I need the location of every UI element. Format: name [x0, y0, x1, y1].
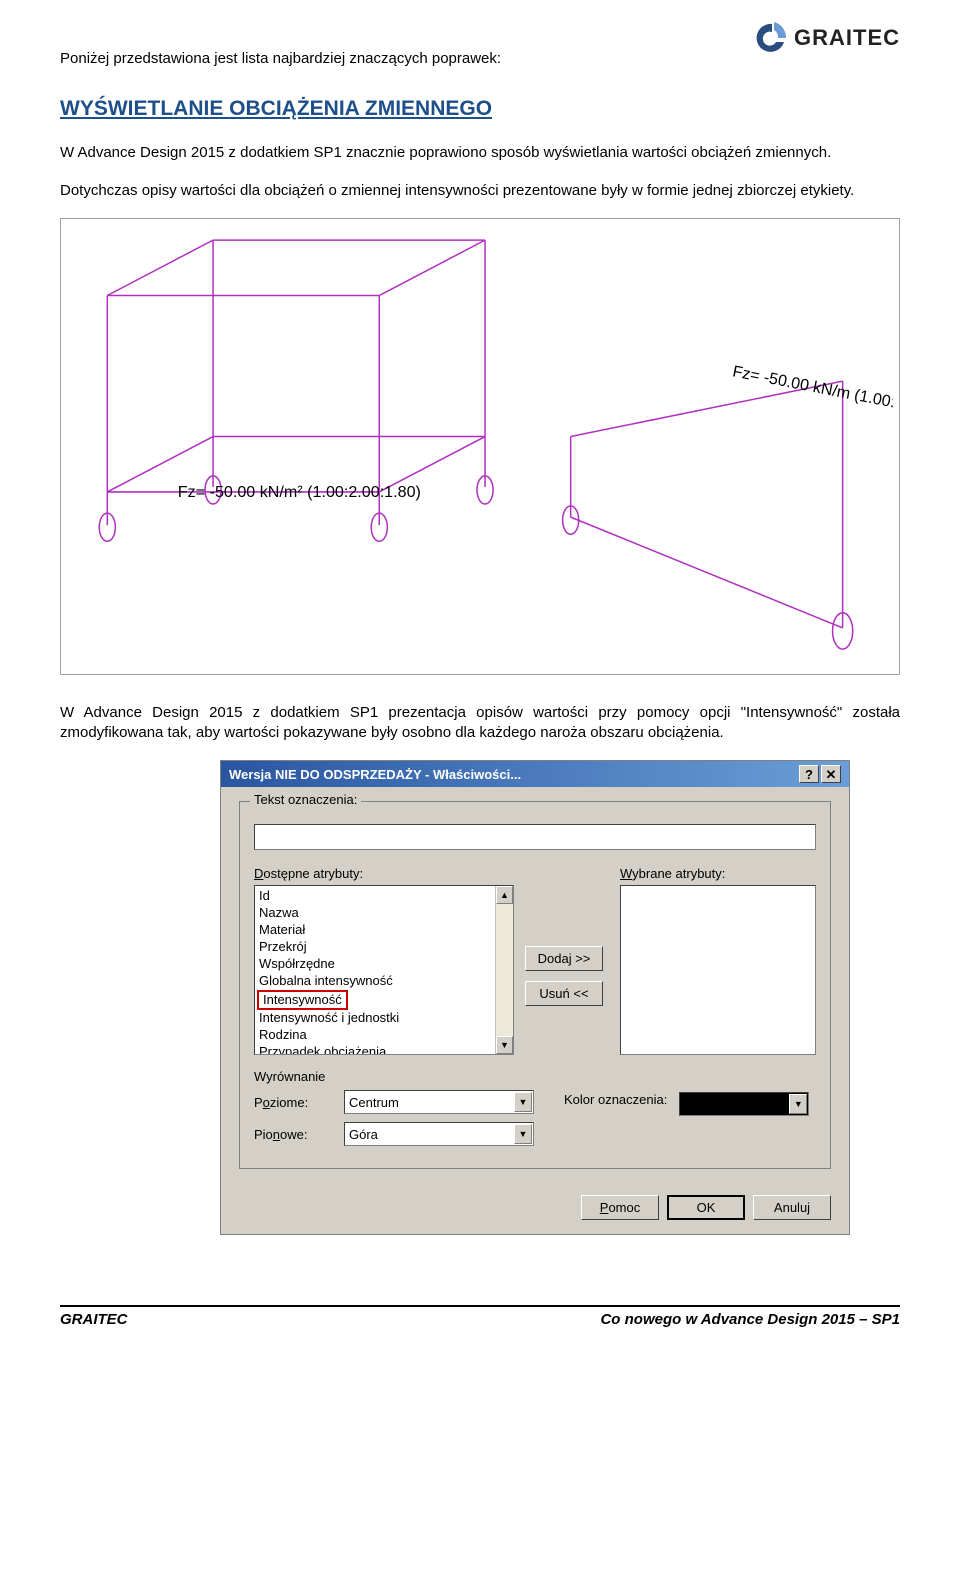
dialog-figure: Wersja NIE DO ODSPRZEDAŻY - Właściwości.…	[220, 760, 850, 1235]
selected-listbox[interactable]	[620, 885, 816, 1055]
scroll-down-icon[interactable]: ▼	[496, 1036, 513, 1054]
available-label: Dostępne atrybuty:	[254, 866, 514, 881]
vertical-value: Góra	[349, 1127, 378, 1142]
add-button[interactable]: Dodaj >>	[525, 946, 603, 971]
list-item[interactable]: Intensywność	[257, 990, 511, 1011]
paragraph-3: W Advance Design 2015 z dodatkiem SP1 pr…	[60, 703, 900, 742]
diagram-figure: Fz= -50.00 kN/m (1.00:2.00) Fz= -50.00 k…	[60, 218, 900, 675]
list-item[interactable]: Id	[257, 888, 511, 905]
list-item[interactable]: Przypadek obciążenia	[257, 1044, 511, 1055]
paragraph-1: W Advance Design 2015 z dodatkiem SP1 zn…	[60, 143, 900, 163]
ok-button[interactable]: OK	[667, 1195, 745, 1220]
chevron-down-icon: ▼	[514, 1124, 532, 1144]
fieldset-legend: Tekst oznaczenia:	[250, 792, 361, 807]
section-heading: WYŚWIETLANIE OBCIĄŻENIA ZMIENNEGO	[60, 97, 900, 121]
scroll-up-icon[interactable]: ▲	[496, 886, 513, 904]
vertical-label: Pionowe:	[254, 1127, 344, 1142]
list-item[interactable]: Współrzędne	[257, 956, 511, 973]
horizontal-combo[interactable]: Centrum ▼	[344, 1090, 534, 1114]
footer-left: GRAITEC	[60, 1311, 128, 1328]
remove-button[interactable]: Usuń <<	[525, 981, 603, 1006]
page-footer: GRAITEC Co nowego w Advance Design 2015 …	[60, 1305, 900, 1328]
list-item[interactable]: Intensywność i jednostki	[257, 1010, 511, 1027]
logo: GRAITEC	[752, 20, 900, 56]
dialog-titlebar: Wersja NIE DO ODSPRZEDAŻY - Właściwości.…	[221, 761, 849, 787]
horizontal-label: Poziome:	[254, 1095, 344, 1110]
selected-label: Wybrane atrybuty:	[620, 866, 816, 881]
properties-dialog: Wersja NIE DO ODSPRZEDAŻY - Właściwości.…	[220, 760, 850, 1235]
close-icon[interactable]: ✕	[821, 765, 841, 783]
list-item[interactable]: Rodzina	[257, 1027, 511, 1044]
diagram-label-1: Fz= -50.00 kN/m (1.00:2.00)	[731, 362, 893, 418]
list-item[interactable]: Przekrój	[257, 939, 511, 956]
list-item[interactable]: Materiał	[257, 922, 511, 939]
chevron-down-icon: ▼	[789, 1094, 807, 1114]
scrollbar[interactable]: ▲ ▼	[495, 886, 513, 1054]
paragraph-2: Dotychczas opisy wartości dla obciążeń o…	[60, 181, 900, 201]
help-icon[interactable]: ?	[799, 765, 819, 783]
horizontal-value: Centrum	[349, 1095, 399, 1110]
help-button[interactable]: Pomoc	[581, 1195, 659, 1220]
vertical-combo[interactable]: Góra ▼	[344, 1122, 534, 1146]
list-item[interactable]: Globalna intensywność	[257, 973, 511, 990]
cancel-button[interactable]: Anuluj	[753, 1195, 831, 1220]
color-label: Kolor oznaczenia:	[564, 1092, 667, 1107]
align-section-label: Wyrównanie	[254, 1069, 816, 1084]
dialog-title: Wersja NIE DO ODSPRZEDAŻY - Właściwości.…	[229, 767, 521, 782]
logo-text: GRAITEC	[794, 25, 900, 51]
color-picker[interactable]: ▼	[679, 1092, 809, 1116]
logo-icon	[752, 20, 788, 56]
fieldset-text: Tekst oznaczenia: Dostępne atrybuty: IdN…	[239, 801, 831, 1169]
available-listbox[interactable]: IdNazwaMateriałPrzekrójWspółrzędneGlobal…	[254, 885, 514, 1055]
footer-right: Co nowego w Advance Design 2015 – SP1	[600, 1311, 900, 1328]
chevron-down-icon: ▼	[514, 1092, 532, 1112]
list-item[interactable]: Nazwa	[257, 905, 511, 922]
annotation-text-input[interactable]	[254, 824, 816, 850]
diagram-label-2: Fz= -50.00 kN/m² (1.00:2.00:1.80)	[178, 483, 421, 501]
